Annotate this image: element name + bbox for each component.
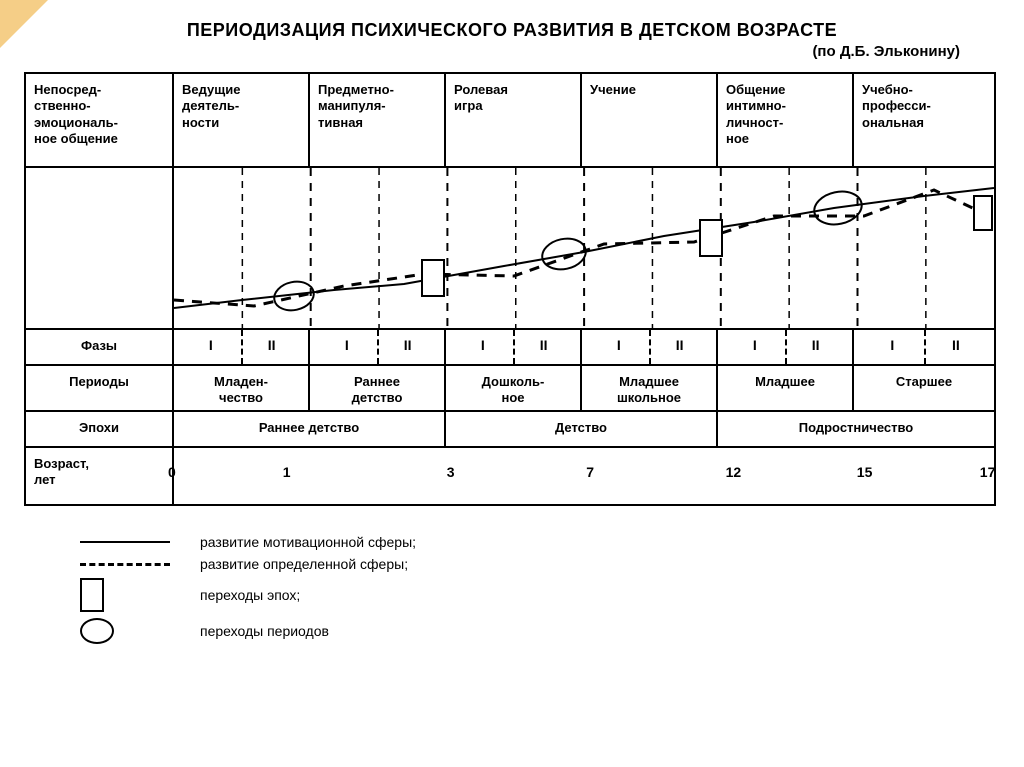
header-row: Непосред-ственно-эмоциональ-ное общение … <box>26 74 994 168</box>
header-text-0: Непосред-ственно-эмоциональ-ное общение <box>34 82 118 146</box>
epoch-2: Подростничество <box>718 412 994 446</box>
epoch-1: Детство <box>446 412 718 446</box>
header-cell-0: Непосред-ственно-эмоциональ-ное общение <box>26 74 174 166</box>
phase-II: II <box>952 337 960 355</box>
header-cell-6: Учебно-професси-ональная <box>854 74 994 166</box>
phases-label: Фазы <box>26 330 174 364</box>
decorative-corner <box>0 0 48 48</box>
legend-ellipse: переходы периодов <box>80 618 1000 644</box>
header-cell-1: Ведущиедеятель-ности <box>174 74 310 166</box>
period-5: Старшее <box>854 366 994 410</box>
chart-area <box>174 168 994 328</box>
legend-ellipse-text: переходы периодов <box>200 623 329 639</box>
phase-I: I <box>753 337 757 355</box>
phase-divider <box>513 330 515 364</box>
age-row: Возраст,лет 0 1 3 7 12 15 17 <box>26 448 994 504</box>
header-text-4: Учение <box>590 82 636 97</box>
age-tick: 7 <box>586 464 594 482</box>
age-tick: 15 <box>857 464 873 482</box>
header-text-3: Ролеваяигра <box>454 82 508 113</box>
legend-dashed: развитие определенной сферы; <box>80 556 1000 572</box>
age-tick: 3 <box>447 464 455 482</box>
page: ПЕРИОДИЗАЦИЯ ПСИХИЧЕСКОГО РАЗВИТИЯ В ДЕТ… <box>0 0 1024 767</box>
phase-cell-3: III <box>582 330 718 364</box>
epoch-0: Раннее детство <box>174 412 446 446</box>
legend-solid-icon <box>80 541 200 543</box>
age-tick: 1 <box>283 464 291 482</box>
epochs-row: Эпохи Раннее детство Детство Подростниче… <box>26 412 994 448</box>
header-text-5: Общениеинтимно-личност-ное <box>726 82 786 146</box>
header-cell-5: Общениеинтимно-личност-ное <box>718 74 854 166</box>
page-subtitle: (по Д.Б. Эльконину) <box>24 43 1000 60</box>
phase-cell-0: III <box>174 330 310 364</box>
header-text-1: Ведущиедеятель-ности <box>182 82 240 130</box>
phase-divider <box>649 330 651 364</box>
header-text-2: Предметно-манипуля-тивная <box>318 82 394 130</box>
period-0: Младен-чество <box>174 366 310 410</box>
header-text-6: Учебно-професси-ональная <box>862 82 931 130</box>
phase-cell-2: III <box>446 330 582 364</box>
phase-I: I <box>481 337 485 355</box>
epochs-label: Эпохи <box>26 412 174 446</box>
period-4: Младшее <box>718 366 854 410</box>
chart-label-empty <box>26 168 174 328</box>
age-label: Возраст,лет <box>26 448 174 504</box>
legend-rect-text: переходы эпох; <box>200 587 300 603</box>
age-tick: 0 <box>168 464 176 482</box>
page-title: ПЕРИОДИЗАЦИЯ ПСИХИЧЕСКОГО РАЗВИТИЯ В ДЕТ… <box>24 20 1000 41</box>
phase-II: II <box>540 337 548 355</box>
phase-I: I <box>345 337 349 355</box>
header-cell-3: Ролеваяигра <box>446 74 582 166</box>
phase-II: II <box>812 337 820 355</box>
legend-ellipse-icon <box>80 618 200 644</box>
phase-I: I <box>890 337 894 355</box>
legend-rect-icon <box>80 578 200 612</box>
legend-dashed-icon <box>80 563 200 566</box>
phase-divider <box>785 330 787 364</box>
age-tick: 12 <box>726 464 742 482</box>
period-3: Младшеешкольное <box>582 366 718 410</box>
periods-label: Периоды <box>26 366 174 410</box>
legend-solid-text: развитие мотивационной сферы; <box>200 534 416 550</box>
period-2: Дошколь-ное <box>446 366 582 410</box>
age-tick: 17 <box>980 464 996 482</box>
periods-row: Периоды Младен-чество Раннеедетство Дошк… <box>26 366 994 412</box>
age-scale: 0137121517 <box>174 448 994 504</box>
phase-divider <box>924 330 926 364</box>
phase-II: II <box>676 337 684 355</box>
legend-rect: переходы эпох; <box>80 578 1000 612</box>
phase-divider <box>241 330 243 364</box>
header-cell-2: Предметно-манипуля-тивная <box>310 74 446 166</box>
legend-dashed-text: развитие определенной сферы; <box>200 556 408 572</box>
legend-solid: развитие мотивационной сферы; <box>80 534 1000 550</box>
periodization-table: Непосред-ственно-эмоциональ-ное общение … <box>24 72 996 506</box>
phase-cell-5: III <box>854 330 994 364</box>
phase-cell-1: III <box>310 330 446 364</box>
phase-divider <box>377 330 379 364</box>
header-cell-4: Учение <box>582 74 718 166</box>
phase-cell-4: III <box>718 330 854 364</box>
phase-I: I <box>617 337 621 355</box>
phase-II: II <box>404 337 412 355</box>
phases-row: Фазы III III III III III III <box>26 330 994 366</box>
phase-I: I <box>209 337 213 355</box>
chart-svg <box>174 168 994 328</box>
chart-row <box>26 168 994 330</box>
phase-II: II <box>268 337 276 355</box>
period-1: Раннеедетство <box>310 366 446 410</box>
legend: развитие мотивационной сферы; развитие о… <box>80 534 1000 644</box>
